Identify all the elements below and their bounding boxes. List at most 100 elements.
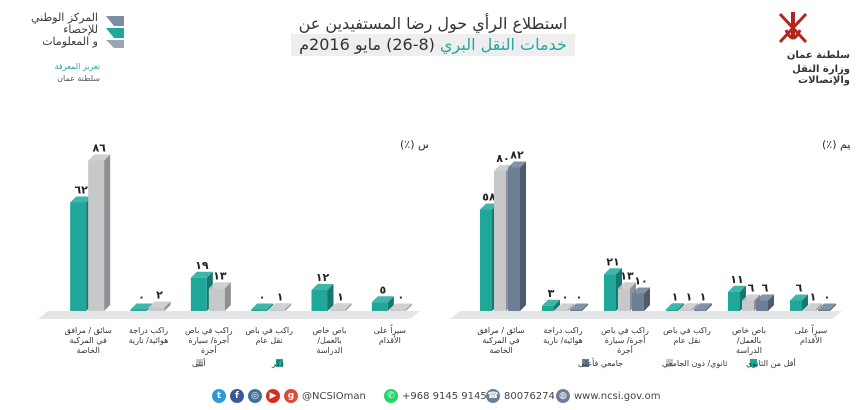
bar-front	[756, 300, 768, 311]
bar-side	[706, 303, 712, 311]
bar-side	[568, 303, 574, 311]
data-label: ١٠	[634, 275, 647, 288]
bar	[508, 161, 526, 311]
ministry-logo: سلطنة عمان وزارة النقل والإتصالات	[740, 8, 850, 86]
whatsapp-icon: ✆	[384, 389, 398, 403]
bar-side	[285, 303, 292, 311]
bar-top	[208, 282, 231, 289]
bar-top	[389, 303, 412, 310]
category-label: باص خاص بالعمل/الدراسة	[313, 326, 347, 355]
data-label: ٠	[576, 291, 583, 304]
bar	[570, 303, 588, 311]
bar	[680, 303, 698, 311]
chart-title: وسيلة الانتقال إلى الوجهة المعتادة حسب ا…	[400, 138, 428, 151]
data-label: ٠	[259, 291, 266, 304]
bar-front	[251, 309, 268, 311]
category-label: راكب في باص أجرة/ سيارة أجرة	[185, 326, 233, 355]
bar-top	[728, 285, 746, 292]
bar-side	[554, 299, 560, 311]
bar	[311, 284, 334, 311]
ncsi-tagline: تعزيز المعرفة	[54, 62, 100, 71]
chart-floor	[450, 311, 842, 319]
header: المركز الوطني للإحصاء و المعلومات تعزيز …	[0, 8, 865, 87]
bar-side	[678, 303, 684, 311]
youtube-icon[interactable]: ▶	[266, 389, 280, 403]
ministry-country: سلطنة عمان	[786, 50, 850, 61]
instagram-icon[interactable]: ◎	[248, 389, 262, 403]
bar-top	[70, 196, 93, 203]
bar	[666, 303, 684, 311]
bar-top	[680, 303, 698, 310]
bar-front	[694, 309, 706, 311]
facebook-icon[interactable]: f	[230, 389, 244, 403]
category-label: سائق / مرافق في المركبة الخاصة	[477, 326, 525, 355]
ncsi-logo: المركز الوطني للإحصاء و المعلومات تعزيز …	[10, 12, 130, 86]
bar-top	[130, 303, 153, 310]
googleplus-icon[interactable]: g	[284, 389, 298, 403]
category-label: سيراً على الأقدام	[374, 324, 407, 345]
chart-education: وسيلة الانتقال إلى الوجهة المعتادة حسب ا…	[450, 138, 850, 368]
bar-front	[728, 291, 740, 311]
bar-top	[666, 303, 684, 310]
bar-top	[480, 203, 498, 210]
bar-front	[818, 309, 830, 311]
data-label: ٦٢	[74, 184, 88, 197]
survey-title: استطلاع الرأي حول رضا المستفيدين عن خدما…	[268, 14, 598, 56]
ncsi-emblem-icon	[106, 16, 124, 48]
bar-side	[582, 303, 588, 311]
category-label: راكب دراجة هوائية/ نارية	[543, 326, 583, 345]
bar-top	[556, 303, 574, 310]
oman-emblem-icon	[778, 12, 808, 44]
bar	[542, 299, 560, 311]
bar	[556, 303, 574, 311]
category-label: راكب في باص أجرة/ سيارة أجرة	[601, 326, 649, 355]
bar-top	[508, 161, 526, 168]
bar-side	[405, 303, 412, 311]
bar-front	[269, 309, 286, 311]
legend-swatch	[666, 359, 673, 367]
data-label: ٢	[156, 289, 163, 302]
bar-side	[520, 161, 526, 311]
data-label: ١٣	[213, 269, 227, 282]
bar-side	[387, 296, 394, 311]
fax-number: 80076274	[504, 391, 555, 402]
bar-front	[389, 309, 406, 311]
bar-top	[494, 165, 512, 171]
chart-floor	[38, 311, 420, 319]
twitter-icon[interactable]: t	[212, 389, 226, 403]
data-label: ١١	[730, 273, 743, 286]
data-label: ٠	[562, 291, 569, 304]
bar-front	[570, 309, 582, 311]
bar-side	[327, 284, 334, 311]
bar-front	[88, 160, 105, 311]
legend-label: ذكر	[271, 359, 284, 368]
data-label: ٣	[548, 287, 555, 300]
twitter-handle[interactable]: @NCSIOman	[302, 391, 366, 402]
data-label: ١٩	[195, 259, 209, 272]
bar-top	[311, 284, 334, 290]
bar-front	[148, 307, 165, 311]
bar	[251, 303, 274, 311]
bar-side	[802, 294, 808, 311]
bar-side	[224, 282, 231, 311]
data-label: ٦	[796, 282, 803, 295]
bar-front	[680, 309, 692, 311]
bar-side	[644, 287, 650, 311]
bar-front	[371, 302, 388, 311]
data-label: ١	[686, 290, 693, 303]
bar-side	[104, 154, 111, 311]
data-label: ٥٨	[482, 191, 496, 204]
bar-front	[742, 300, 754, 311]
bar-front	[618, 288, 630, 311]
website-link[interactable]: www.ncsi.gov.om	[574, 391, 661, 402]
category-label: راكب في باص نقل عام	[245, 326, 293, 345]
legend-swatch	[196, 359, 203, 367]
chart-title: وسيلة الانتقال إلى الوجهة المعتادة حسب ا…	[822, 138, 850, 151]
ncsi-name: المركز الوطني للإحصاء و المعلومات	[10, 12, 98, 48]
bar	[371, 296, 394, 311]
bar-front	[666, 309, 678, 311]
legend-label: ثانوي/ دون الجامعي	[662, 359, 727, 368]
ncsi-line-2: للإحصاء	[63, 23, 98, 36]
bar-top	[190, 271, 213, 278]
data-label: ٥	[379, 283, 386, 296]
